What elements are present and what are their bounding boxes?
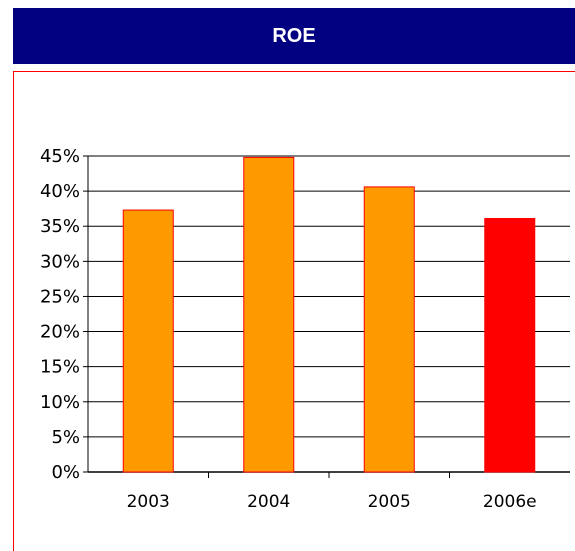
y-tick-label: 15% (40, 357, 80, 378)
y-tick-label: 45% (40, 146, 80, 167)
x-tick-label: 2006e (483, 492, 537, 512)
y-tick-label: 35% (40, 216, 80, 237)
y-tick-label: 5% (51, 427, 80, 448)
bar-2003 (122, 209, 174, 473)
x-tick-label: 2003 (127, 492, 170, 512)
x-tick-label: 2005 (368, 492, 411, 512)
y-tick-label: 25% (40, 286, 80, 307)
bar-2005 (363, 186, 415, 473)
y-tick-label: 10% (40, 392, 80, 413)
y-tick-label: 30% (40, 251, 80, 272)
bar-2006e (484, 217, 536, 473)
bar-2004 (243, 156, 295, 473)
y-tick-label: 40% (40, 181, 80, 202)
y-tick-label: 0% (51, 462, 80, 483)
x-tick-label: 2004 (247, 492, 290, 512)
chart-title-bar: ROE (13, 8, 575, 64)
chart-frame (13, 71, 575, 551)
chart-title: ROE (272, 24, 316, 47)
y-tick-label: 20% (40, 322, 80, 343)
